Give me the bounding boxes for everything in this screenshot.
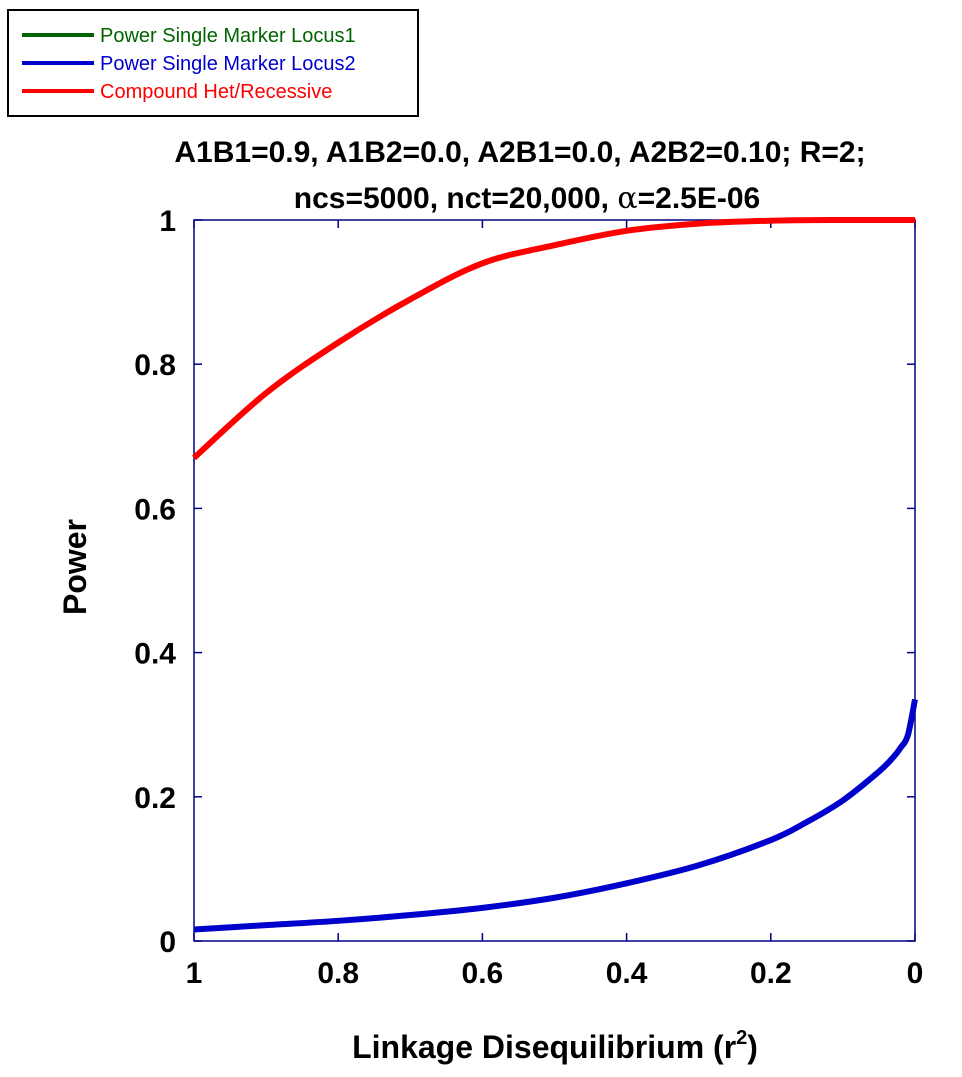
x-axis-label-superscript: 2 — [736, 1027, 747, 1049]
series-line-power-single-marker-locus2 — [193, 698, 918, 933]
chart-title-line1: A1B1=0.9, A1B2=0.0, A2B1=0.0, A2B2=0.10;… — [174, 136, 865, 169]
plot-area — [193, 219, 916, 942]
x-axis-label-close: ) — [747, 1029, 758, 1065]
axis-ticks: 0 0.2 0.4 0.6 0.8 1 1 0.8 0.6 0.4 0.2 0 — [134, 205, 923, 990]
x-axis-label: Linkage Disequilibrium (r2) — [352, 1027, 758, 1065]
title-line2-suffix: =2.5E-06 — [638, 182, 761, 215]
x-tick-label: 0 — [907, 957, 924, 990]
title-alpha-symbol: α — [617, 181, 637, 216]
y-tick-label: 0.8 — [134, 349, 176, 382]
y-tick-label: 0.2 — [134, 782, 176, 815]
x-tick-label: 0.4 — [606, 957, 648, 990]
x-tick-label: 0.8 — [317, 957, 359, 990]
legend: Power Single Marker Locus1 Power Single … — [7, 9, 419, 117]
x-tick-label: 0.2 — [750, 957, 792, 990]
x-axis-label-text: Linkage Disequilibrium (r — [352, 1029, 736, 1065]
x-tick-label: 0.6 — [462, 957, 504, 990]
title-line2-prefix: ncs=5000, nct=20,000, — [294, 182, 618, 215]
y-axis-label: Power — [57, 519, 93, 615]
legend-label-compound: Compound Het/Recessive — [100, 81, 332, 103]
x-tick-label: 1 — [186, 957, 203, 990]
series-line-compound-het-recessive — [191, 216, 916, 461]
legend-label-locus1: Power Single Marker Locus1 — [100, 25, 356, 47]
chart-title-line2: ncs=5000, nct=20,000, α=2.5E-06 — [294, 181, 760, 216]
series-lines — [191, 216, 918, 933]
y-tick-label: 0.6 — [134, 493, 176, 526]
y-tick-label: 0.4 — [134, 638, 176, 671]
y-tick-label: 1 — [159, 205, 176, 238]
y-tick-label: 0 — [159, 926, 176, 959]
legend-label-locus2: Power Single Marker Locus2 — [100, 53, 356, 75]
